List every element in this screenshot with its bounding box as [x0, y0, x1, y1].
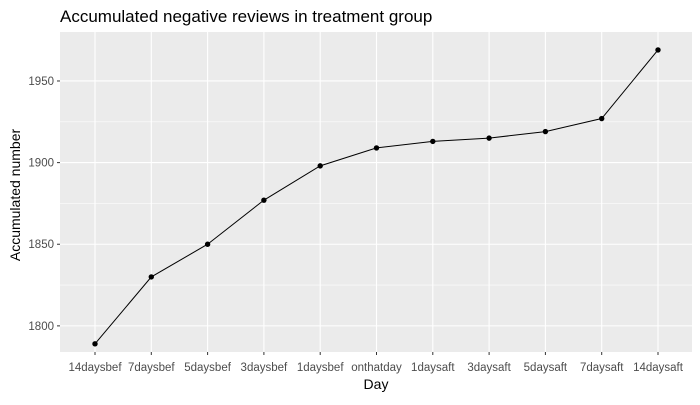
data-point: [542, 128, 549, 135]
x-tick-label: 3daysaft: [467, 362, 511, 374]
x-axis: 14daysbef 7daysbef 5daysbef 3daysbef 1daysbe…: [68, 352, 684, 374]
x-tick-label: onthatday: [351, 362, 402, 374]
data-point: [430, 138, 436, 145]
x-tick-label: 3daysbef: [241, 362, 288, 374]
x-tick-label: 14daysaft: [633, 362, 684, 374]
x-tick-label: 14daysbef: [68, 362, 122, 374]
x-tick-label: 5daysaft: [524, 362, 568, 374]
data-point: [204, 241, 211, 247]
data-point: [486, 135, 492, 141]
x-tick-label: 7daysbef: [128, 362, 175, 374]
y-tick-label: 1800: [28, 321, 54, 333]
y-tick-label: 1950: [28, 76, 54, 88]
data-point: [599, 115, 605, 122]
data-point: [655, 47, 661, 53]
data-point: [373, 145, 380, 151]
x-tick-label: 1daysbef: [297, 362, 344, 374]
data-point: [317, 163, 323, 169]
y-tick-label: 1900: [28, 158, 54, 170]
x-tick-label: 5daysbef: [184, 362, 231, 374]
y-axis-title: Accumulated number: [7, 129, 23, 262]
data-point: [148, 274, 154, 280]
x-tick-label: 7daysaft: [580, 362, 624, 374]
x-tick-label: 1daysaft: [411, 362, 455, 374]
y-tick-label: 1850: [28, 239, 54, 251]
major-grid-layer: [60, 32, 692, 352]
points-layer: [92, 47, 661, 347]
chart-title: Accumulated negative reviews in treatmen…: [60, 7, 432, 26]
data-point: [261, 197, 267, 203]
x-axis-title: Day: [364, 376, 389, 392]
y-axis: 1800 1850 1900 1950: [28, 76, 60, 333]
data-point: [92, 341, 98, 347]
